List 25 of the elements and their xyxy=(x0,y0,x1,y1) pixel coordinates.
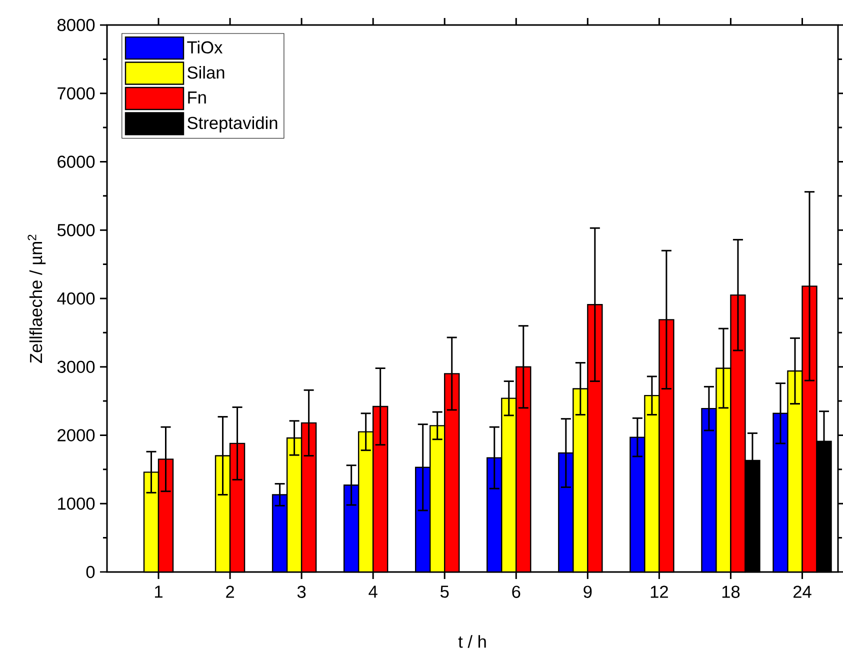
y-tick-label: 1000 xyxy=(58,497,95,510)
x-tick-label: 18 xyxy=(722,586,740,598)
y-tick-label: 3000 xyxy=(57,360,95,374)
y-axis-title: Zellflaeche / µm$^{2}$ xyxy=(28,234,46,364)
legend-label: Streptavidin xyxy=(188,116,278,133)
y-tick-label: 8000 xyxy=(57,18,95,32)
legend-label: TiOx xyxy=(187,40,223,54)
x-tick-label: 1 xyxy=(155,586,162,598)
y-tick-label: 6000 xyxy=(58,156,95,168)
y-tick-label: 5000 xyxy=(57,224,95,236)
x-tick-label: 9 xyxy=(584,586,592,598)
y-tick-label: 7000 xyxy=(58,87,95,100)
x-tick-label: 5 xyxy=(440,586,449,598)
legend-label: Fn xyxy=(188,92,206,104)
x-tick-label: 3 xyxy=(297,586,306,598)
x-tick-label: 4 xyxy=(368,586,378,598)
x-axis-title: t / h xyxy=(458,635,486,648)
y-tick-label: 2000 xyxy=(58,429,95,442)
legend-label: Silan xyxy=(188,66,224,79)
x-tick-label: 2 xyxy=(226,586,234,598)
x-tick-label: 12 xyxy=(650,586,668,598)
x-tick-label: 24 xyxy=(793,586,812,598)
y-tick-label: 4000 xyxy=(57,292,95,305)
x-tick-label: 6 xyxy=(512,586,520,598)
y-tick-label: 0 xyxy=(86,566,95,578)
